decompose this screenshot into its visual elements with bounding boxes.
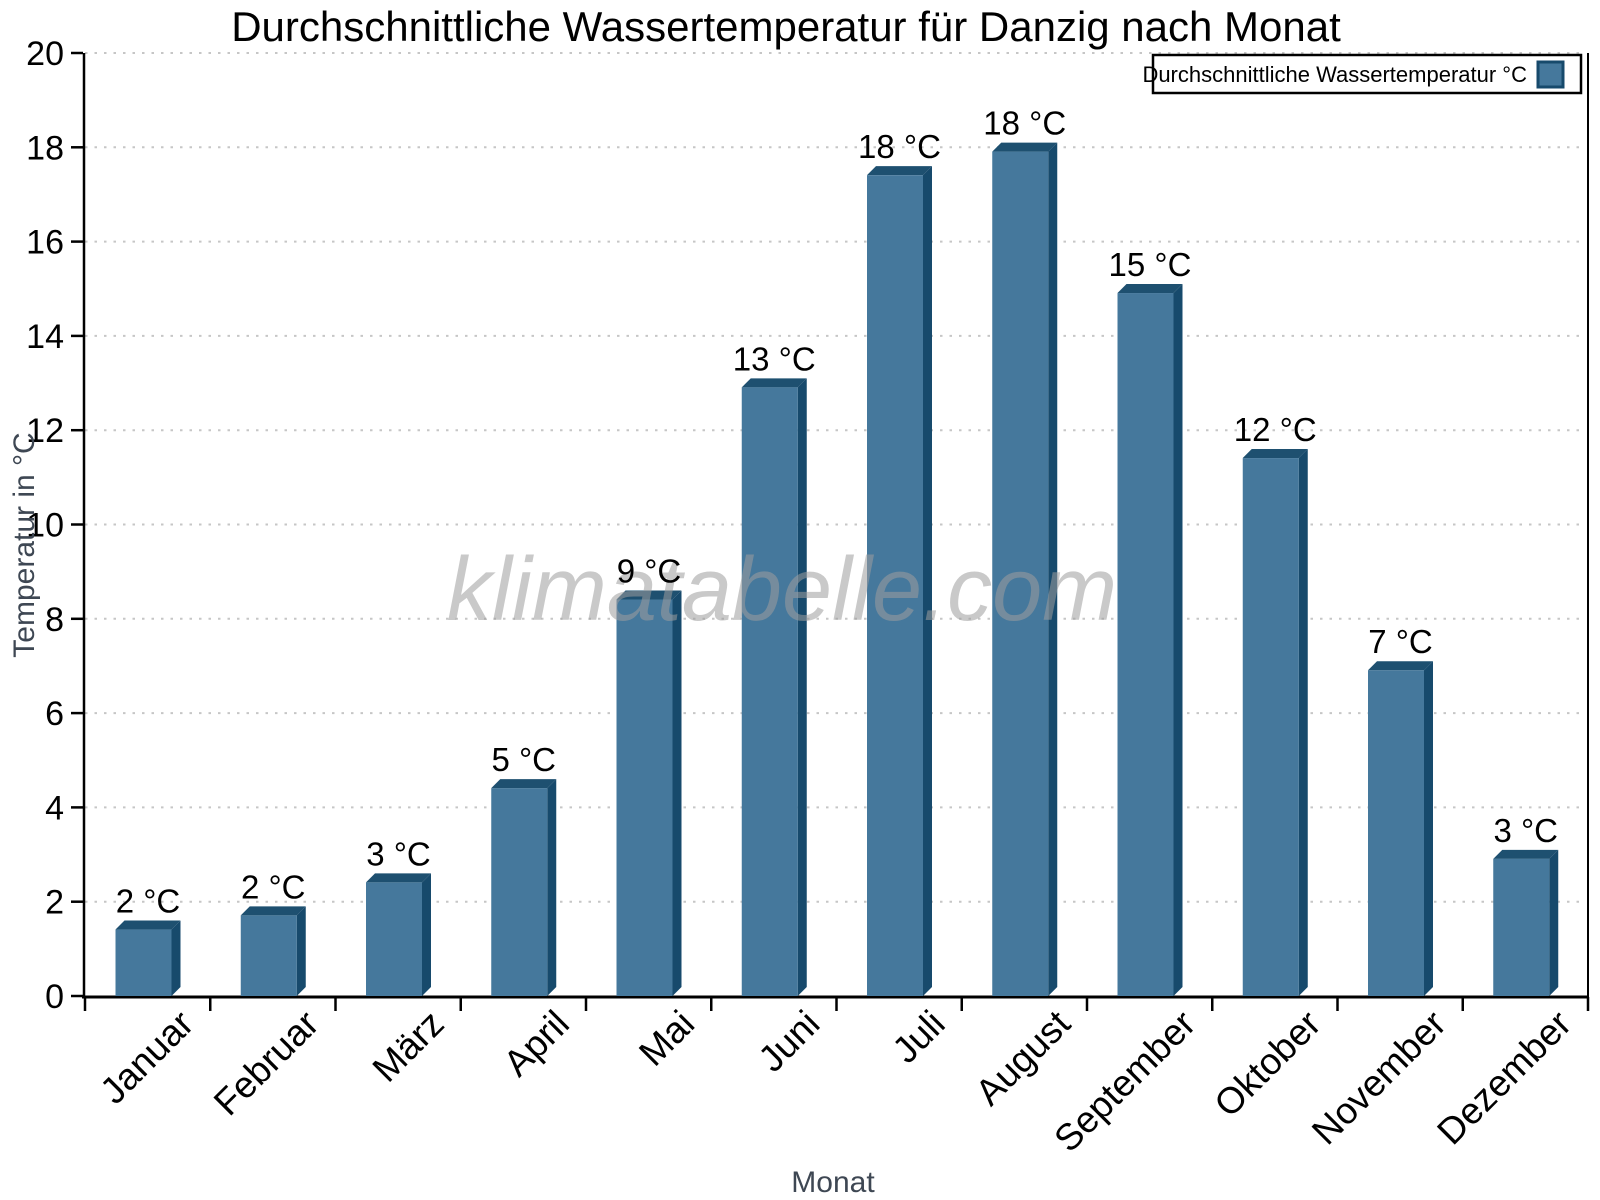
bar-februar (240, 915, 297, 996)
bar-side-november (1424, 661, 1433, 996)
bar-value-label-november: 7 °C (1368, 623, 1433, 660)
bar-value-label-dezember: 3 °C (1493, 812, 1558, 849)
legend: Durchschnittliche Wassertemperatur °C (1142, 53, 1583, 95)
y-tick-label-10: 10 (26, 507, 64, 545)
bar-side-august (1048, 142, 1058, 996)
bar-september (1117, 293, 1174, 996)
x-tick-label-juni: Juni (751, 1003, 828, 1080)
y-tick-label-8: 8 (45, 601, 64, 639)
grid-layer (85, 52, 1586, 903)
bar-value-label-januar: 2 °C (116, 883, 181, 920)
y-tick-label-6: 6 (45, 695, 64, 733)
bar-top-mrz (366, 873, 431, 883)
bar-top-juni (741, 378, 807, 388)
chart-title: Durchschnittliche Wassertemperatur für D… (231, 3, 1341, 50)
watermark: klimatabelle.com (447, 540, 1117, 640)
bar-value-label-august: 18 °C (983, 105, 1066, 142)
x-axis-title: Monat (791, 1166, 875, 1199)
x-tick-labels-layer: Januar Februar März April Mai Juni Juli AugustS… (92, 1002, 1579, 1159)
bar-november (1368, 670, 1424, 996)
bar-labels-layer: 2 °C 2 °C 3 °C 5 °C 9 °C 13 °C 18 °C 18 °C 15 °C… (116, 105, 1558, 920)
x-tick-label-februar: Februar (206, 1003, 327, 1124)
bar-august (992, 151, 1049, 996)
bar-top-april (491, 779, 557, 789)
bar-mrz (366, 882, 422, 996)
x-tick-label-august: August (968, 1002, 1079, 1113)
bar-side-januar (171, 920, 181, 996)
bar-side-februar (296, 906, 306, 996)
bar-oktober (1242, 458, 1299, 996)
bar-dezember (1493, 858, 1550, 996)
bar-top-november (1368, 661, 1433, 671)
bar-value-label-mrz: 3 °C (366, 835, 431, 872)
bar-side-oktober (1298, 449, 1308, 996)
axes-layer: 0 2 4 6 8 10 12 14 16 18 20 (26, 35, 1590, 1016)
bar-value-label-september: 15 °C (1109, 246, 1192, 283)
bar-side-juni (797, 378, 807, 997)
bar-top-august (992, 142, 1058, 152)
y-tick-label-0: 0 (45, 978, 64, 1016)
bar-side-april (547, 779, 557, 996)
y-axis-title: Temperatur in °C (8, 432, 41, 657)
x-tick-label-oktober: Oktober (1206, 1003, 1328, 1125)
bar-top-januar (115, 920, 181, 930)
x-tick-label-dezember: Dezember (1429, 1003, 1579, 1153)
x-tick-label-januar: Januar (92, 1003, 201, 1112)
bar-value-label-oktober: 12 °C (1234, 411, 1317, 448)
bar-juni (741, 387, 798, 997)
bar-side-dezember (1549, 849, 1559, 996)
x-tick-label-april: April (496, 1003, 577, 1084)
legend-box (1151, 53, 1583, 95)
bar-top-juli (867, 166, 932, 176)
x-tick-label-mai: Mai (631, 1003, 702, 1074)
bar-side-juli (923, 166, 932, 996)
y-tick-label-18: 18 (26, 129, 64, 167)
x-tick-label-mrz: März (365, 1003, 452, 1090)
bar-side-mrz (422, 873, 431, 996)
bar-value-label-februar: 2 °C (241, 868, 306, 905)
bar-januar (115, 929, 172, 996)
bar-juli (867, 175, 923, 996)
bar-mai (616, 599, 673, 996)
bar-side-mai (672, 590, 682, 996)
bar-value-label-juli: 18 °C (858, 128, 941, 165)
y-tick-label-2: 2 (45, 884, 64, 922)
y-tick-label-14: 14 (26, 318, 64, 356)
x-tick-label-november: November (1304, 1003, 1454, 1153)
bar-top-oktober (1242, 449, 1308, 459)
x-tick-label-juli: Juli (885, 1003, 953, 1071)
bar-value-label-april: 5 °C (491, 741, 556, 778)
bar-value-label-mai: 9 °C (617, 553, 682, 590)
y-tick-label-12: 12 (26, 412, 64, 450)
bar-april (491, 788, 548, 996)
bars-layer (115, 142, 1559, 997)
legend-swatch (1536, 60, 1565, 89)
bar-side-september (1173, 284, 1183, 996)
y-tick-label-4: 4 (45, 789, 64, 827)
bar-top-september (1117, 284, 1183, 294)
bar-top-februar (240, 906, 306, 916)
bar-value-label-juni: 13 °C (733, 340, 816, 377)
legend-label: Durchschnittliche Wassertemperatur °C (1142, 62, 1527, 87)
bar-top-dezember (1493, 849, 1559, 859)
y-tick-label-20: 20 (26, 35, 64, 73)
y-tick-label-16: 16 (26, 224, 64, 262)
bar-top-mai (616, 590, 682, 600)
